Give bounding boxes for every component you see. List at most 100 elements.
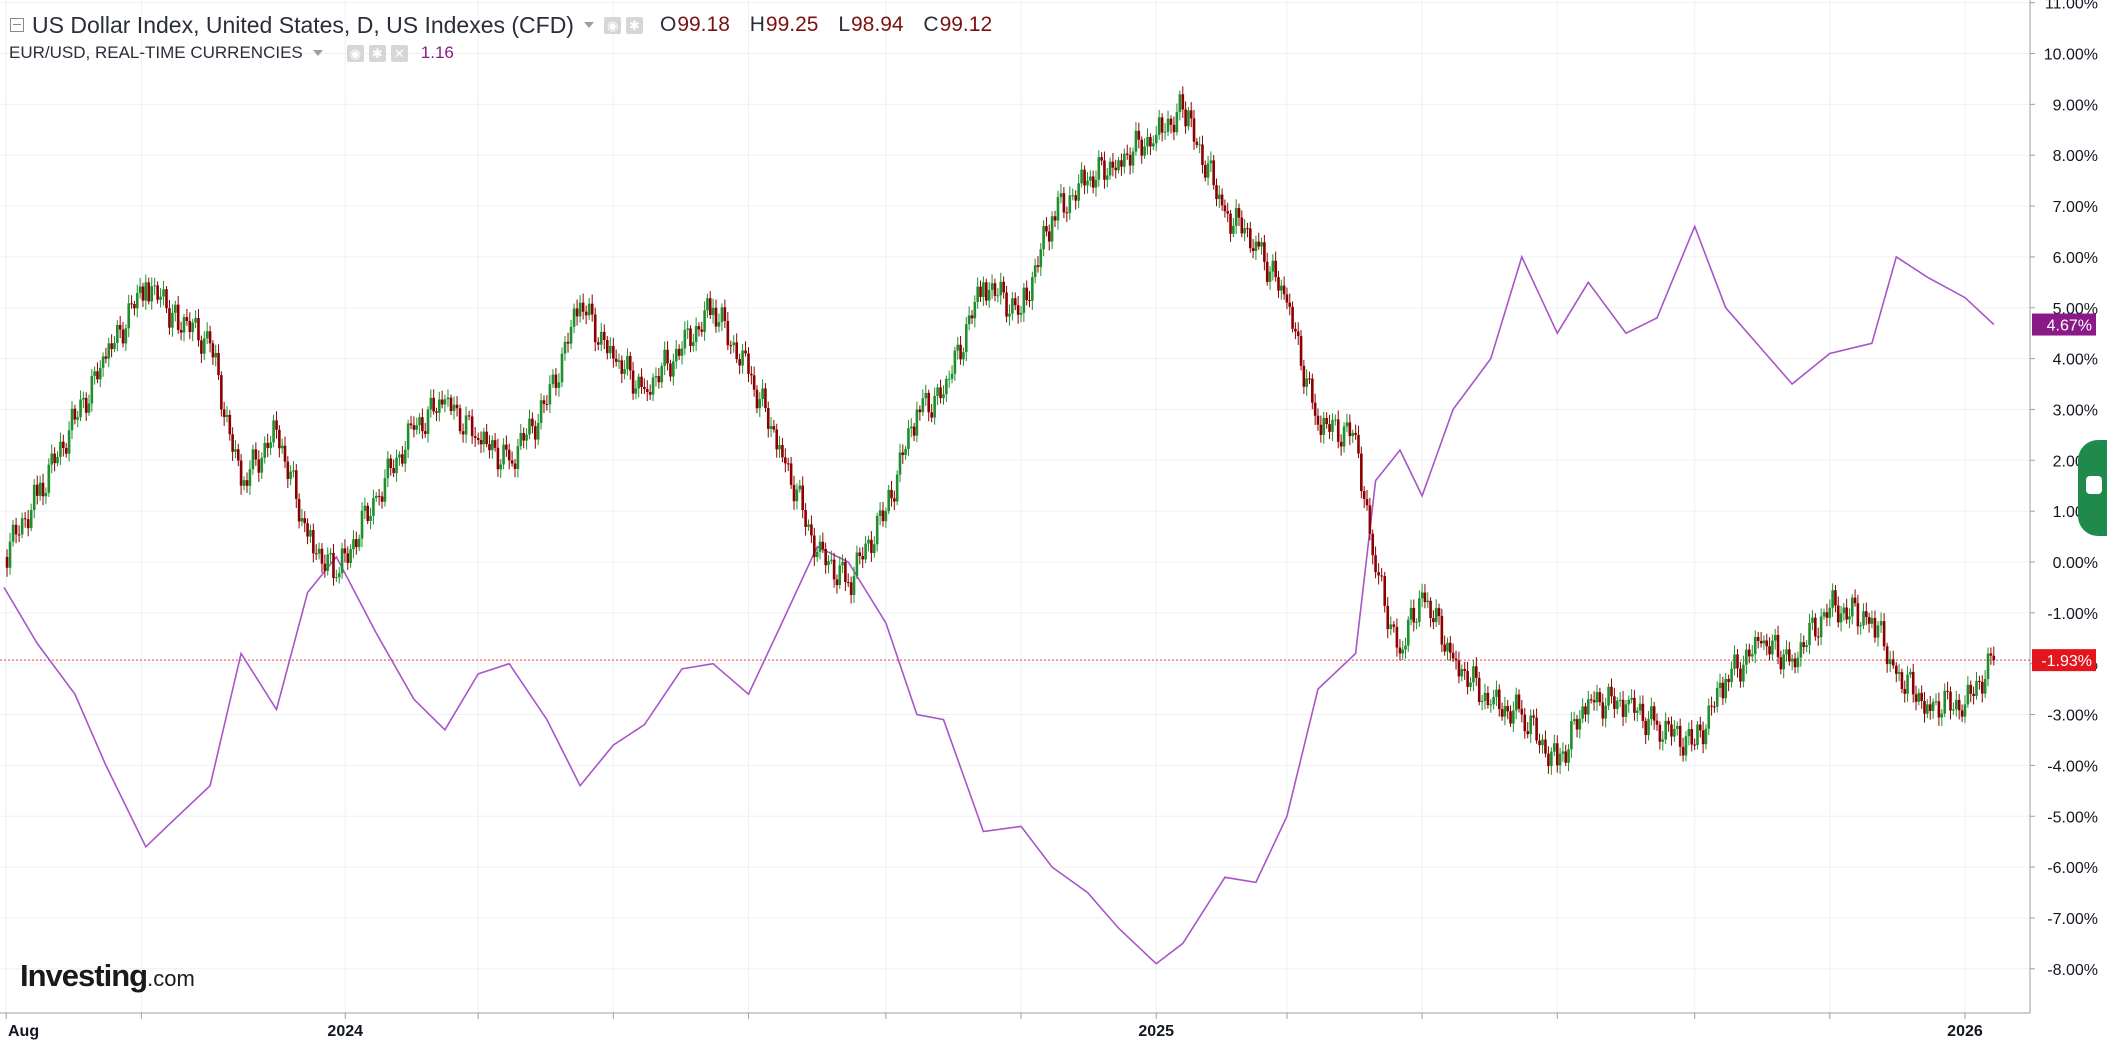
chevron-down-icon[interactable] [583,22,594,28]
candle-body [1386,605,1390,630]
candle-body [1460,669,1464,677]
candle-body [1268,271,1272,282]
settings-icon[interactable]: ✱ [625,16,643,34]
candle-body [1713,706,1716,708]
settings-icon[interactable]: ✱ [368,44,386,62]
close-icon[interactable]: ✕ [390,44,408,62]
candle-body [1544,739,1547,754]
candle-body [470,416,474,437]
candle-body [44,492,48,497]
candle-body [1911,671,1915,695]
candle-body [560,353,564,383]
candle-body [79,399,82,418]
candle-body [1377,572,1380,576]
candle-body [1773,634,1777,641]
candle-body [1684,736,1688,756]
candle-body [1434,608,1438,623]
candle-body [176,304,180,330]
candle-body [798,485,802,490]
candle-body [945,378,948,395]
candle-body [1512,710,1515,724]
candle-body [1647,718,1650,736]
candle-body [1125,153,1129,155]
candle-body [392,468,395,474]
dxy-candles [5,86,1996,775]
candle-body [309,530,312,537]
candle-body [516,446,520,469]
candle-body [1762,640,1766,644]
candle-body [248,469,252,486]
candle-body [87,403,91,413]
candle-body [539,400,543,423]
candle-body [1894,665,1898,674]
candle-body [1097,157,1101,180]
candle-body [1799,642,1803,658]
candle-body [1409,607,1413,620]
candle-body [479,439,483,445]
candle-body [835,579,839,586]
legend-secondary-title[interactable]: EUR/USD, REAL-TIME CURRENCIES [9,43,303,62]
eye-icon[interactable]: ◉ [346,44,364,62]
candle-body [1463,669,1467,671]
candle-body [214,352,218,358]
candle-body [29,510,33,529]
candle-body [1291,306,1294,329]
candle-body [898,452,902,475]
legend-main-title[interactable]: US Dollar Index, United States, D, US In… [32,11,574,38]
candle-body [1351,432,1355,437]
candle-body [1068,195,1072,213]
candle-body [1280,285,1283,291]
candle-body [587,303,591,316]
candle-body [732,342,736,346]
candle-body [744,350,747,354]
candle-body [496,447,500,470]
candle-body [245,480,249,486]
candle-body [1175,112,1179,133]
candle-body [786,463,790,465]
candle-body [1650,706,1653,719]
candle-body [654,376,658,378]
candle-body [1607,686,1610,706]
candle-body [1446,642,1449,652]
candle-body [1553,743,1556,752]
candle-body [1652,706,1656,721]
candle-body [1949,691,1952,711]
chevron-down-icon[interactable] [312,50,323,56]
candle-body [614,358,618,362]
candle-body [1319,424,1323,435]
candle-body [634,388,638,394]
candle-body [1154,134,1158,144]
candle-body [1690,729,1694,745]
candle-body [1506,706,1510,712]
candle-body [283,445,287,462]
candle-body [1856,603,1860,627]
candle-body [1062,193,1066,213]
candle-body [124,328,128,344]
candle-body [1771,640,1774,655]
candle-body [976,286,979,302]
candle-body [1232,225,1235,234]
candle-body [1503,706,1507,717]
candle-body [165,289,168,309]
chatbot-tab[interactable] [2078,440,2107,536]
candle-body [1423,592,1427,603]
candle-body [144,282,148,301]
candle-body [881,510,885,522]
candle-body [1853,597,1857,604]
candle-body [406,423,410,450]
candle-body [703,310,706,332]
candle-body [1564,751,1568,763]
candle-body [563,341,567,354]
eye-icon[interactable]: ◉ [603,16,621,34]
candle-body [222,409,226,417]
candle-body [272,420,275,443]
candle-body [1005,292,1008,317]
candle-body [1946,690,1949,692]
candle-body [1443,644,1446,652]
collapse-icon[interactable] [10,18,24,32]
candle-body [1305,378,1308,387]
candle-body [1131,151,1135,166]
candle-body [1240,217,1244,234]
